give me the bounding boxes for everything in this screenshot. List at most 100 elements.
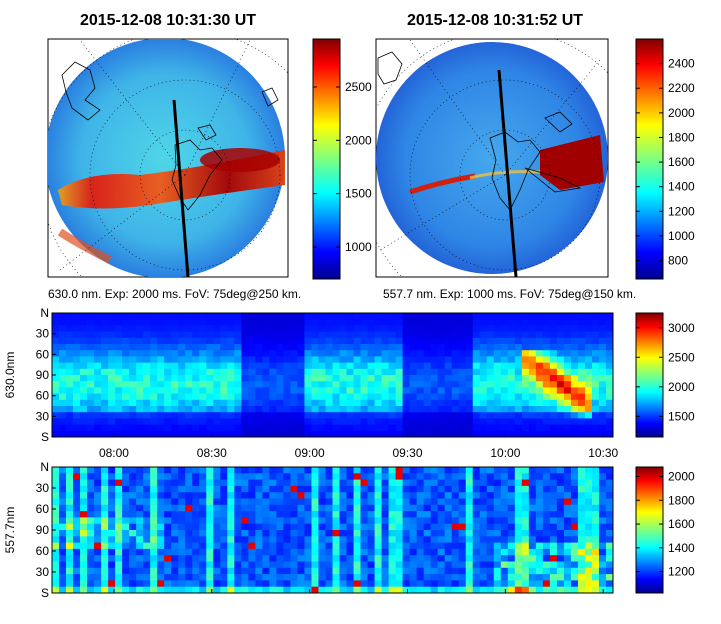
keogram-5577-cell — [80, 473, 88, 481]
keogram-630-cell — [360, 337, 369, 345]
keogram-5577-cell — [143, 473, 151, 481]
keogram-5577-cell — [381, 567, 390, 575]
keogram-5577-cell — [416, 511, 425, 518]
keogram-5577-cell — [269, 580, 277, 588]
keogram-630-cell — [598, 418, 607, 426]
keogram-630-cell — [206, 424, 214, 432]
keogram-5577-cell — [388, 555, 397, 563]
keogram-630-cell — [192, 381, 200, 388]
keogram-5577-cell — [367, 574, 376, 581]
keogram-5577-cell — [535, 580, 544, 588]
keogram-5577-cell — [556, 586, 565, 593]
keogram-5577-cell — [500, 574, 509, 581]
keogram-630-cell — [339, 424, 348, 432]
keogram-630-cell — [199, 337, 207, 345]
keogram-630-cell — [493, 375, 502, 382]
keogram-5577-cell — [185, 567, 193, 575]
keogram-630-cell — [514, 406, 523, 413]
keogram-5577-cell — [52, 586, 60, 593]
keogram-630-cell — [52, 337, 60, 345]
keogram-630-cell — [136, 381, 144, 388]
keogram-630-cell — [304, 387, 313, 395]
y-tick-label: 60 — [36, 347, 50, 361]
keogram-5577-cell — [549, 498, 558, 506]
keogram-630-cell — [234, 412, 242, 419]
keogram-630-cell — [360, 387, 369, 395]
keogram-630-cell — [220, 375, 228, 382]
keogram-5577-cell — [213, 473, 221, 481]
keogram-630-cell — [248, 412, 256, 419]
keogram-5577-cell — [318, 567, 327, 575]
keogram-5577-cell — [395, 536, 404, 544]
keogram-5577-cell — [325, 580, 334, 588]
allsky-630-title: 2015-12-08 10:31:30 UT — [80, 12, 256, 29]
keogram-5577-cell — [535, 574, 544, 581]
keogram-630-cell — [535, 350, 544, 357]
keogram-630-cell — [577, 381, 586, 388]
y-tick-label: N — [40, 460, 49, 474]
keogram-5577-cell — [59, 523, 67, 531]
keogram-5577-cell — [367, 561, 376, 569]
keogram-5577-cell — [367, 467, 376, 474]
keogram-630-cell — [339, 406, 348, 413]
keogram-5577-cell — [311, 536, 320, 544]
keogram-5577-cell — [248, 511, 256, 518]
keogram-5577-cell — [283, 567, 292, 575]
keogram-5577-cell — [52, 523, 60, 531]
keogram-5577-cell — [325, 492, 334, 500]
keogram-630-cell — [108, 418, 116, 426]
keogram-630-cell — [570, 313, 579, 320]
keogram-630-cell — [122, 325, 130, 333]
keogram-630-cell — [101, 319, 109, 326]
keogram-5577-cell — [192, 536, 200, 544]
keogram-630-cell — [549, 331, 558, 339]
keogram-5577-cell — [199, 555, 207, 563]
keogram-5577-cell — [507, 586, 516, 593]
keogram-5577-cell — [213, 485, 221, 493]
keogram-5577-cell — [185, 504, 193, 512]
keogram-630-cell — [234, 406, 242, 413]
keogram-630-cell — [269, 387, 277, 395]
keogram-630-cell — [94, 325, 102, 333]
keogram-5577-cell — [332, 561, 341, 569]
keogram-5577-cell — [73, 561, 81, 569]
keogram-5577-cell — [556, 567, 565, 575]
keogram-5577-cell — [598, 555, 607, 563]
keogram-630-cell — [444, 356, 453, 364]
keogram-5577-cell — [472, 561, 481, 569]
keogram-5577-cell — [290, 504, 299, 512]
keogram-5577-cell — [353, 511, 362, 518]
keogram-630-cell — [290, 313, 299, 320]
keogram-630-cell — [451, 325, 460, 333]
keogram-630-cell — [423, 412, 432, 419]
keogram-5577-cell — [241, 473, 249, 481]
keogram-630-cell — [472, 325, 481, 333]
keogram-5577-cell — [199, 492, 207, 500]
keogram-630-cell — [80, 424, 88, 432]
keogram-5577-cell — [80, 542, 88, 550]
keogram-630-cell — [500, 406, 509, 413]
keogram-630-cell — [584, 325, 593, 333]
keogram-630-cell — [101, 375, 109, 382]
keogram-5577-cell — [339, 574, 348, 581]
keogram-630-cell — [318, 381, 327, 388]
keogram-5577-cell — [430, 504, 439, 512]
keogram-5577-cell — [598, 574, 607, 581]
keogram-630-cell — [360, 344, 369, 351]
keogram-630-cell — [269, 356, 277, 364]
keogram-5577-cell — [507, 555, 516, 563]
keogram-630-cell — [234, 393, 242, 401]
keogram-5577-cell — [402, 517, 411, 525]
keogram-630-cell — [577, 319, 586, 326]
keogram-630-cell — [409, 331, 418, 339]
keogram-630-cell — [255, 399, 263, 407]
keogram-630-cell — [472, 319, 481, 326]
keogram-5577-cell — [227, 467, 235, 474]
keogram-5577-cell — [311, 467, 320, 474]
keogram-630-cell — [171, 430, 179, 437]
keogram-5577-cell — [500, 536, 509, 544]
keogram-630-cell — [234, 387, 242, 395]
keogram-5577-cell — [521, 580, 530, 588]
keogram-5577-cell — [409, 467, 418, 474]
keogram-5577-cell — [402, 492, 411, 500]
